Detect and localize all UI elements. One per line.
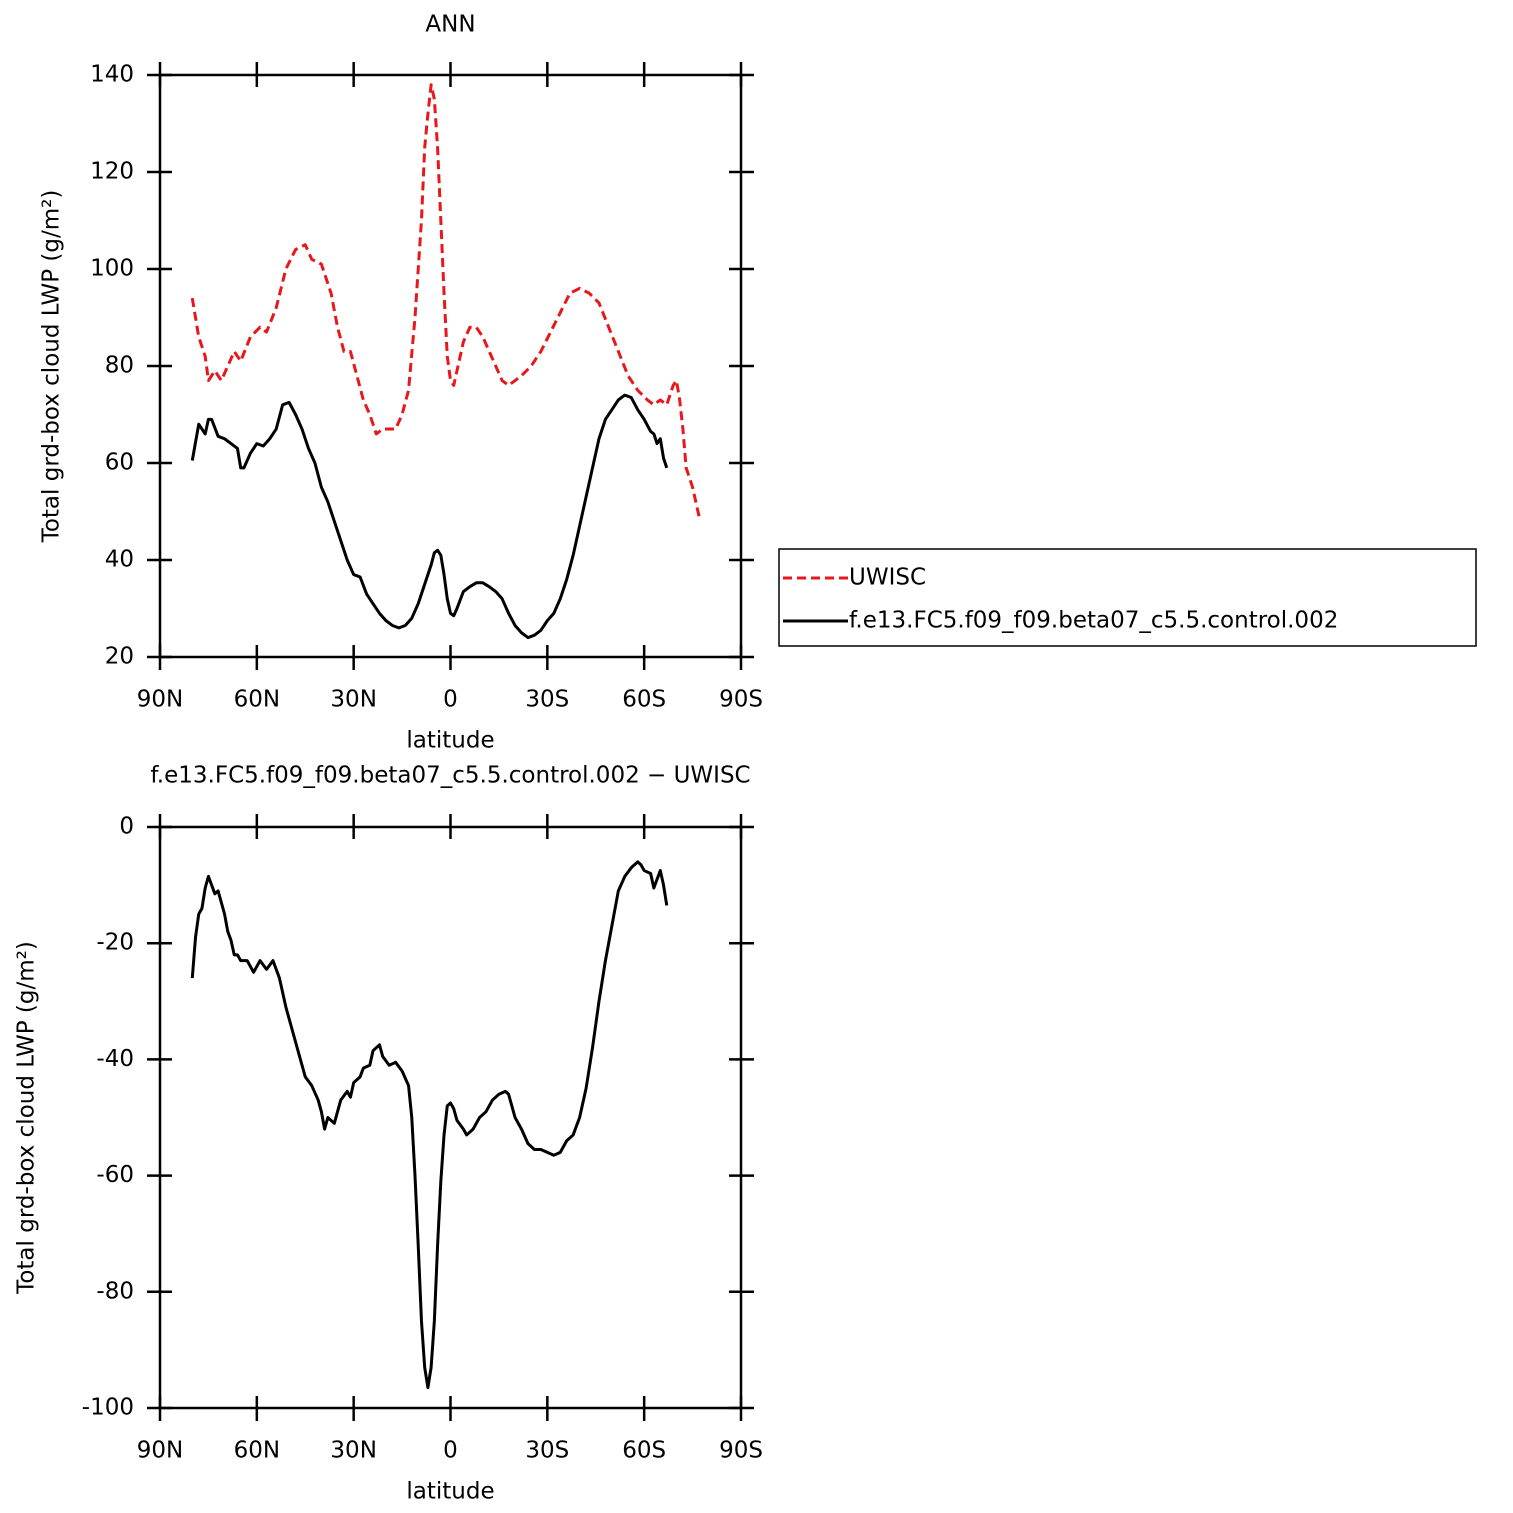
y-tick-label: 80 xyxy=(105,353,134,379)
y-tick-label: -40 xyxy=(96,1046,134,1072)
x-tick-label: 30N xyxy=(330,1438,376,1464)
x-tick-label: 60N xyxy=(234,1438,280,1464)
x-tick-label: 60S xyxy=(622,1438,666,1464)
plot-frame xyxy=(158,73,743,659)
x-tick-label: 30N xyxy=(330,687,376,713)
x-tick-label: 0 xyxy=(443,1438,458,1464)
x-tick-label: 60N xyxy=(234,687,280,713)
plot-frame xyxy=(158,825,743,1410)
y-axis-label: Total grd-box cloud LWP (g/m²) xyxy=(14,941,40,1295)
x-tick-label: 0 xyxy=(443,687,458,713)
chart-title: ANN xyxy=(425,12,475,38)
y-tick-label: -100 xyxy=(82,1395,134,1421)
y-tick-label: -80 xyxy=(96,1278,134,1304)
x-tick-label: 90S xyxy=(719,1438,763,1464)
y-tick-label: -60 xyxy=(96,1162,134,1188)
x-axis-label: latitude xyxy=(406,728,494,754)
x-tick-label: 30S xyxy=(525,687,569,713)
y-tick-label: 120 xyxy=(90,159,134,185)
series-line xyxy=(190,83,701,517)
x-tick-label: 60S xyxy=(622,687,666,713)
y-axis-label: Total grd-box cloud LWP (g/m²) xyxy=(39,190,65,544)
series-line xyxy=(190,393,669,640)
y-tick-label: -20 xyxy=(96,930,134,956)
legend-label: f.e13.FC5.f09_f09.beta07_c5.5.control.00… xyxy=(849,608,1338,634)
y-tick-label: 0 xyxy=(119,814,134,840)
x-tick-label: 30S xyxy=(525,1438,569,1464)
y-tick-label: 140 xyxy=(90,62,134,88)
chart-title: f.e13.FC5.f09_f09.beta07_c5.5.control.00… xyxy=(150,763,750,789)
x-tick-label: 90N xyxy=(137,687,183,713)
series-line xyxy=(190,860,669,1390)
legend-box xyxy=(778,548,1477,647)
legend-label: UWISC xyxy=(849,565,926,591)
y-tick-label: 40 xyxy=(105,547,134,573)
y-tick-label: 100 xyxy=(90,256,134,282)
y-tick-label: 60 xyxy=(105,450,134,476)
y-tick-label: 20 xyxy=(105,644,134,670)
x-axis-label: latitude xyxy=(406,1479,494,1505)
x-tick-label: 90S xyxy=(719,687,763,713)
x-tick-label: 90N xyxy=(137,1438,183,1464)
